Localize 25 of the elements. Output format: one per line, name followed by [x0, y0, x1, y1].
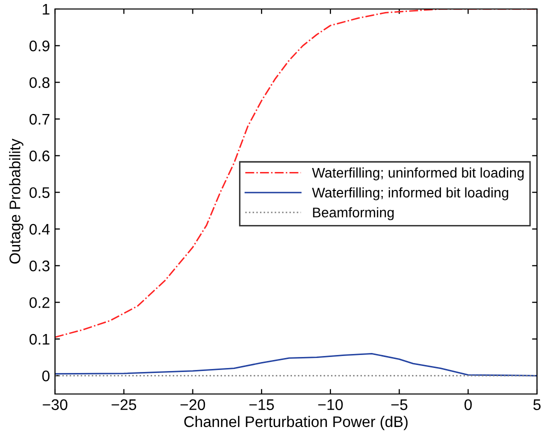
y-tick-label: 0.8 [30, 77, 50, 88]
y-tick-label: 0.2 [30, 297, 50, 308]
x-tick-label: −10 [318, 399, 343, 410]
legend-label: Waterfilling; informed bit loading [312, 187, 508, 200]
y-tick-label: 0.5 [30, 187, 50, 198]
x-tick-label: 5 [533, 399, 541, 410]
y-axis-title: Outage Probability [9, 138, 24, 264]
x-axis-title: Channel Perturbation Power (dB) [184, 416, 408, 430]
y-tick-label: 0.6 [30, 150, 50, 162]
y-tick-label: 0.9 [30, 40, 50, 52]
line-series [55, 352, 537, 376]
y-tick-label: 0.4 [30, 224, 50, 235]
legend-label: Waterfilling; uninformed bit loading [312, 167, 524, 180]
y-tick-label: 0.3 [30, 260, 50, 272]
legend-label: Beamforming [313, 207, 394, 220]
y-tick-label: 0.7 [30, 114, 50, 125]
x-tick-label: −30 [42, 399, 68, 410]
x-tick-label: −25 [112, 399, 136, 410]
y-tick-label: 0.1 [30, 334, 50, 345]
x-tick-label: −5 [391, 399, 408, 410]
x-tick-label: −20 [180, 399, 206, 410]
x-tick-label: 0 [464, 399, 472, 410]
y-tick-label: 1 [42, 4, 50, 15]
x-tick-label: −15 [249, 399, 274, 410]
y-tick-label: 0 [42, 370, 50, 382]
